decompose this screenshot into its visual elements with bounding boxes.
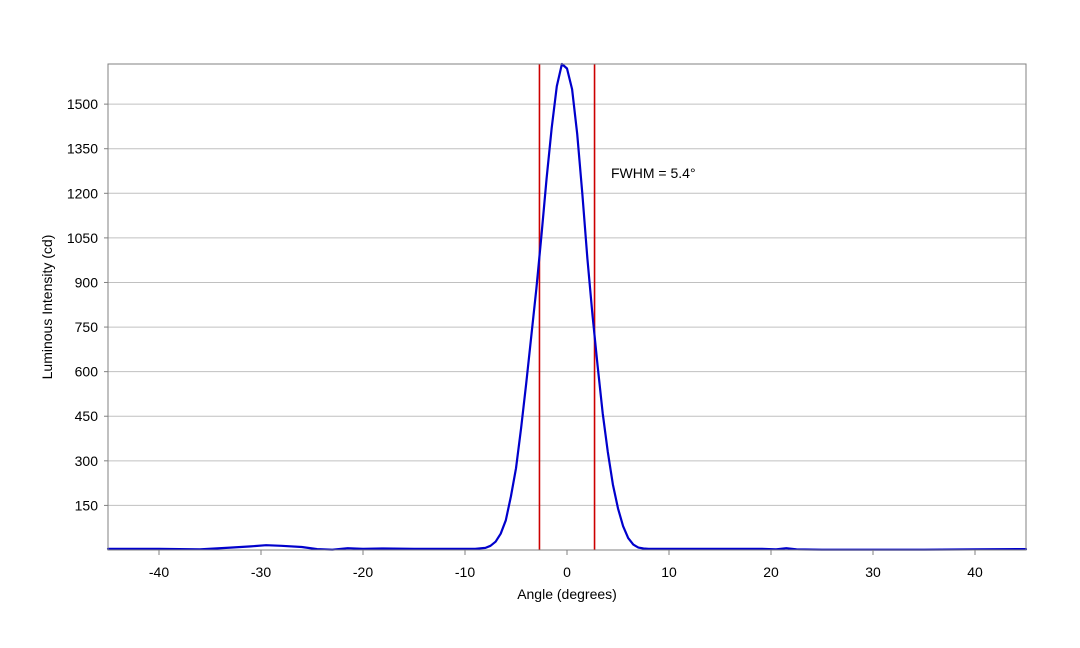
x-tick-label: 0 — [563, 564, 571, 580]
y-tick-label: 450 — [75, 408, 99, 424]
y-tick-label: 1350 — [67, 141, 98, 157]
x-tick-label: -30 — [251, 564, 271, 580]
y-tick-label: 750 — [75, 319, 99, 335]
y-axis-title: Luminous Intensity (cd) — [39, 235, 55, 380]
y-tick-label: 1050 — [67, 230, 98, 246]
series-line — [106, 62, 1028, 551]
y-tick-label: 150 — [75, 497, 99, 513]
x-tick-label: -40 — [149, 564, 169, 580]
x-axis-ticks: -40 -30 -20 -10 0 10 20 30 40 — [149, 550, 983, 580]
y-tick-label: 600 — [75, 364, 99, 380]
plot-frame — [107, 63, 1027, 551]
fwhm-annotation: FWHM = 5.4° — [611, 165, 696, 181]
grid-lines — [108, 103, 1026, 506]
y-tick-label: 1200 — [67, 185, 98, 201]
x-axis-title: Angle (degrees) — [517, 586, 617, 602]
x-tick-label: 10 — [661, 564, 677, 580]
x-tick-label: -10 — [455, 564, 475, 580]
y-tick-label: 900 — [75, 274, 99, 290]
y-axis-ticks: 150 300 450 600 750 900 1050 1200 1350 1500 — [67, 96, 108, 513]
x-tick-label: 30 — [865, 564, 881, 580]
x-tick-label: 40 — [967, 564, 983, 580]
fwhm-markers — [538, 64, 596, 550]
x-tick-label: 20 — [763, 564, 779, 580]
y-tick-label: 1500 — [67, 96, 98, 112]
series-layer — [106, 62, 1028, 551]
y-tick-label: 300 — [75, 453, 99, 469]
x-tick-label: -20 — [353, 564, 373, 580]
